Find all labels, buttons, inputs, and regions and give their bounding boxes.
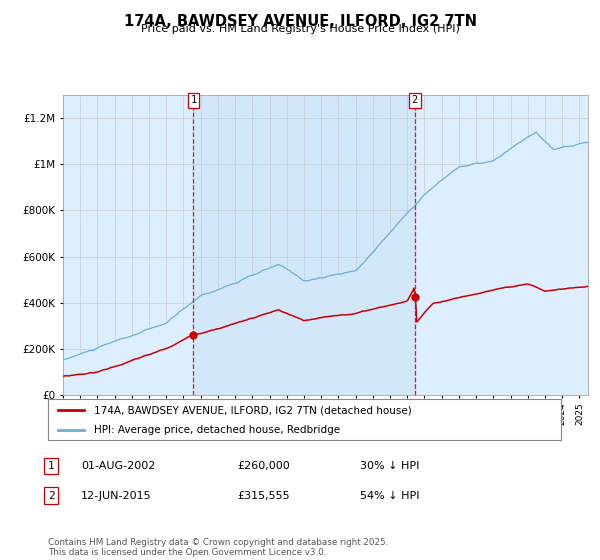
Text: Price paid vs. HM Land Registry's House Price Index (HPI): Price paid vs. HM Land Registry's House … bbox=[140, 24, 460, 34]
Text: 1: 1 bbox=[47, 461, 55, 471]
Text: 30% ↓ HPI: 30% ↓ HPI bbox=[360, 461, 419, 471]
Bar bbox=[193, 95, 415, 395]
Text: 2: 2 bbox=[47, 491, 55, 501]
Text: 2: 2 bbox=[412, 95, 418, 105]
Text: 01-AUG-2002: 01-AUG-2002 bbox=[81, 461, 155, 471]
Text: 174A, BAWDSEY AVENUE, ILFORD, IG2 7TN (detached house): 174A, BAWDSEY AVENUE, ILFORD, IG2 7TN (d… bbox=[94, 405, 412, 415]
Text: Contains HM Land Registry data © Crown copyright and database right 2025.
This d: Contains HM Land Registry data © Crown c… bbox=[48, 538, 388, 557]
Text: £260,000: £260,000 bbox=[237, 461, 290, 471]
Text: 12-JUN-2015: 12-JUN-2015 bbox=[81, 491, 152, 501]
Text: 174A, BAWDSEY AVENUE, ILFORD, IG2 7TN: 174A, BAWDSEY AVENUE, ILFORD, IG2 7TN bbox=[124, 14, 476, 29]
Text: 1: 1 bbox=[190, 95, 197, 105]
Text: HPI: Average price, detached house, Redbridge: HPI: Average price, detached house, Redb… bbox=[94, 424, 340, 435]
Text: £315,555: £315,555 bbox=[237, 491, 290, 501]
Text: 54% ↓ HPI: 54% ↓ HPI bbox=[360, 491, 419, 501]
